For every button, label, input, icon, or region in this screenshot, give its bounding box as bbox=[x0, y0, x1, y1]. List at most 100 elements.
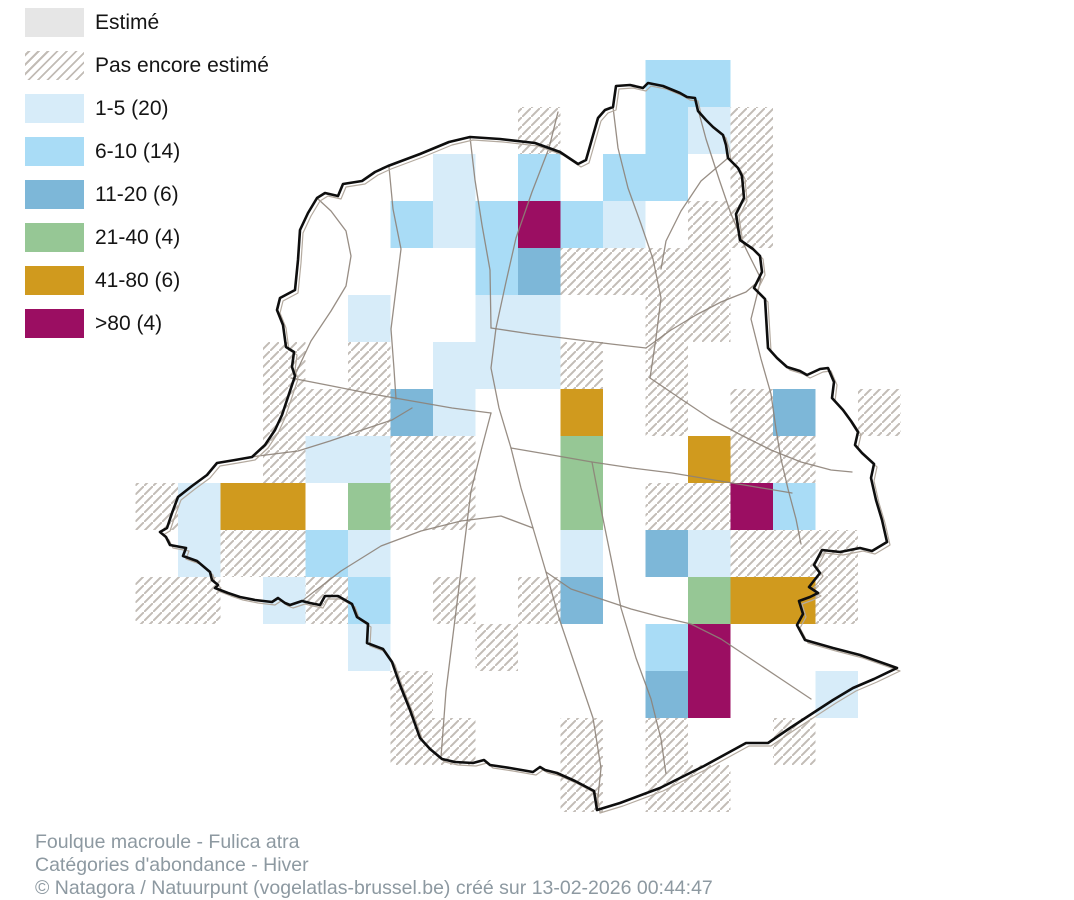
grid-cell bbox=[645, 389, 688, 436]
grid-cell bbox=[475, 342, 518, 389]
legend-item: Estimé bbox=[25, 8, 269, 37]
species-title: Foulque macroule - Fulica atra bbox=[35, 831, 300, 853]
grid-cells-layer bbox=[135, 60, 901, 812]
region-outline bbox=[158, 81, 899, 812]
grid-cell bbox=[645, 718, 688, 765]
grid-cell bbox=[475, 295, 518, 342]
grid-cell bbox=[220, 530, 263, 577]
grid-cell bbox=[475, 624, 518, 671]
legend-item-label: 21-40 (4) bbox=[95, 226, 181, 249]
grid-cell bbox=[688, 624, 731, 671]
grid-cell bbox=[688, 530, 731, 577]
grid-cell bbox=[433, 577, 476, 624]
grid-cell bbox=[475, 248, 518, 295]
legend-item: 6-10 (14) bbox=[25, 137, 269, 166]
commune-boundary bbox=[612, 106, 662, 379]
grid-cell bbox=[560, 201, 603, 248]
commune-boundary bbox=[469, 136, 492, 329]
legend-swatch-11-20 bbox=[25, 180, 84, 209]
grid-cell bbox=[645, 295, 688, 342]
grid-cell bbox=[348, 624, 391, 671]
grid-cell bbox=[560, 248, 603, 295]
commune-boundary bbox=[294, 198, 352, 376]
grid-cell bbox=[433, 436, 476, 483]
legend-swatch-41-80 bbox=[25, 266, 84, 295]
grid-cell bbox=[560, 389, 603, 436]
grid-cell bbox=[263, 389, 306, 436]
grid-cell bbox=[263, 436, 306, 483]
grid-cell bbox=[263, 530, 306, 577]
grid-cell bbox=[730, 436, 773, 483]
grid-cell bbox=[305, 389, 348, 436]
commune-boundary bbox=[545, 571, 812, 700]
legend-item-label: Pas encore estimé bbox=[95, 54, 269, 77]
grid-cell bbox=[433, 154, 476, 201]
legend-swatch-21-40 bbox=[25, 223, 84, 252]
grid-cell bbox=[773, 483, 816, 530]
grid-cell bbox=[603, 248, 646, 295]
commune-boundary bbox=[216, 407, 413, 464]
commune-boundary bbox=[290, 377, 492, 414]
grid-cell bbox=[433, 342, 476, 389]
grid-cell bbox=[348, 577, 391, 624]
commune-boundary bbox=[490, 327, 647, 349]
grid-cell bbox=[688, 201, 731, 248]
commune-boundary bbox=[388, 166, 402, 400]
grid-cell bbox=[815, 577, 858, 624]
grid-cell bbox=[688, 107, 731, 154]
grid-cell bbox=[730, 530, 773, 577]
grid-cell bbox=[730, 389, 773, 436]
legend-item-label: Estimé bbox=[95, 11, 160, 34]
legend-item-label: >80 (4) bbox=[95, 312, 163, 335]
grid-cell bbox=[263, 342, 306, 389]
region-outline-layer bbox=[158, 81, 901, 814]
commune-boundary bbox=[645, 278, 762, 349]
grid-cell bbox=[645, 483, 688, 530]
grid-cell bbox=[730, 154, 773, 201]
grid-cell bbox=[688, 483, 731, 530]
grid-cell bbox=[263, 483, 306, 530]
map-subtitle: Catégories d'abondance - Hiver bbox=[35, 854, 309, 876]
legend-item-label: 41-80 (6) bbox=[95, 269, 181, 292]
grid-cell bbox=[603, 154, 646, 201]
legend-item-label: 1-5 (20) bbox=[95, 97, 169, 120]
legend-item: Pas encore estimé bbox=[25, 51, 269, 80]
grid-cell bbox=[178, 577, 221, 624]
legend-item: 21-40 (4) bbox=[25, 223, 269, 252]
commune-boundary bbox=[440, 412, 492, 758]
grid-cell bbox=[688, 671, 731, 718]
grid-cell bbox=[518, 201, 561, 248]
copyright-line: © Natagora / Natuurpunt (vogelatlas-brus… bbox=[35, 877, 713, 899]
grid-cell bbox=[518, 295, 561, 342]
grid-cell bbox=[815, 671, 858, 718]
grid-cell bbox=[858, 389, 901, 436]
grid-cell bbox=[390, 718, 433, 765]
grid-cell bbox=[390, 483, 433, 530]
grid-cell bbox=[560, 342, 603, 389]
grid-cell bbox=[603, 201, 646, 248]
grid-cell bbox=[560, 530, 603, 577]
legend-item-label: 11-20 (6) bbox=[95, 183, 179, 206]
grid-cell bbox=[773, 577, 816, 624]
grid-cell bbox=[348, 342, 391, 389]
grid-cell bbox=[348, 436, 391, 483]
grid-cell bbox=[390, 389, 433, 436]
grid-cell bbox=[475, 201, 518, 248]
grid-cell bbox=[135, 577, 178, 624]
grid-cell bbox=[688, 765, 731, 812]
map-footer: Foulque macroule - Fulica atra Catégorie… bbox=[35, 831, 713, 900]
grid-cell bbox=[688, 436, 731, 483]
grid-cell bbox=[305, 436, 348, 483]
commune-boundaries-layer bbox=[216, 97, 853, 807]
grid-cell bbox=[135, 483, 178, 530]
legend-item: >80 (4) bbox=[25, 309, 269, 338]
grid-cell bbox=[645, 342, 688, 389]
grid-cell bbox=[305, 530, 348, 577]
commune-boundary bbox=[660, 157, 729, 270]
legend: Estimé Pas encore estimé 1-5 (20) 6-10 (14)… bbox=[25, 8, 269, 352]
legend-item: 41-80 (6) bbox=[25, 266, 269, 295]
grid-cell bbox=[348, 483, 391, 530]
legend-item-label: 6-10 (14) bbox=[95, 140, 181, 163]
